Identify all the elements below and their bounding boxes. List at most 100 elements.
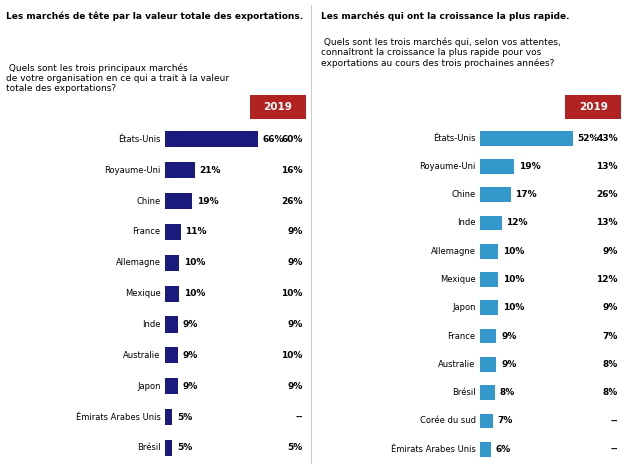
Text: --: -- xyxy=(610,445,618,453)
Text: Brésil: Brésil xyxy=(452,388,475,397)
Text: Japon: Japon xyxy=(137,382,160,391)
Text: Australie: Australie xyxy=(124,351,160,360)
Text: Royaume-Uni: Royaume-Uni xyxy=(419,162,475,171)
Bar xyxy=(480,244,498,259)
Text: 2019: 2019 xyxy=(263,102,293,112)
Text: Les marchés de tête par la valeur totale des exportations.: Les marchés de tête par la valeur totale… xyxy=(6,12,303,21)
Text: Mexique: Mexique xyxy=(125,289,160,298)
Bar xyxy=(480,216,502,230)
Text: 7%: 7% xyxy=(497,417,513,425)
Text: 60%: 60% xyxy=(281,135,303,144)
Bar xyxy=(165,162,195,178)
Bar xyxy=(565,95,621,119)
Text: Japon: Japon xyxy=(452,303,475,312)
Bar xyxy=(165,440,172,456)
Bar xyxy=(165,132,258,147)
Bar xyxy=(480,414,493,428)
Text: Chine: Chine xyxy=(452,190,475,199)
Bar xyxy=(165,409,172,425)
Bar xyxy=(165,316,178,333)
Text: Quels sont les trois principaux marchés
de votre organisation en ce qui a trait : Quels sont les trois principaux marchés … xyxy=(6,63,229,94)
Text: 8%: 8% xyxy=(603,388,618,397)
Bar xyxy=(165,347,178,363)
Text: 9%: 9% xyxy=(287,320,303,329)
Text: 7%: 7% xyxy=(602,332,618,341)
Text: 12%: 12% xyxy=(507,219,528,227)
Bar xyxy=(165,193,192,209)
Text: 26%: 26% xyxy=(597,190,618,199)
Text: 10%: 10% xyxy=(184,289,205,298)
Text: France: France xyxy=(132,227,160,236)
Text: Corée du sud: Corée du sud xyxy=(420,417,475,425)
Text: 9%: 9% xyxy=(602,303,618,312)
Text: Émirats Arabes Unis: Émirats Arabes Unis xyxy=(76,413,160,422)
Text: 10%: 10% xyxy=(281,351,303,360)
Text: Allemagne: Allemagne xyxy=(115,258,160,267)
Bar xyxy=(480,187,510,202)
Text: 12%: 12% xyxy=(597,275,618,284)
Text: Inde: Inde xyxy=(142,320,160,329)
Text: 9%: 9% xyxy=(182,382,198,391)
Text: 10%: 10% xyxy=(184,258,205,267)
Text: 5%: 5% xyxy=(177,413,192,422)
Text: 9%: 9% xyxy=(602,247,618,256)
Bar xyxy=(480,300,498,315)
Bar xyxy=(165,224,181,240)
Bar xyxy=(480,357,497,372)
Bar xyxy=(480,329,497,344)
Bar xyxy=(165,255,179,271)
Text: 9%: 9% xyxy=(287,258,303,267)
Text: 10%: 10% xyxy=(281,289,303,298)
Text: --: -- xyxy=(295,413,303,422)
Bar xyxy=(165,378,178,394)
Bar xyxy=(480,159,514,174)
Bar xyxy=(250,95,306,119)
Text: 6%: 6% xyxy=(495,445,511,453)
Text: Mexique: Mexique xyxy=(440,275,475,284)
Text: 21%: 21% xyxy=(200,166,221,175)
Bar xyxy=(480,385,495,400)
Text: 5%: 5% xyxy=(177,443,192,453)
Bar xyxy=(165,285,179,302)
Text: 10%: 10% xyxy=(503,303,524,312)
Text: 13%: 13% xyxy=(597,219,618,227)
Bar xyxy=(480,131,573,146)
Text: 9%: 9% xyxy=(501,332,517,341)
Text: Brésil: Brésil xyxy=(137,443,160,453)
Text: Allemagne: Allemagne xyxy=(431,247,475,256)
Text: 9%: 9% xyxy=(501,360,517,369)
Text: États-Unis: États-Unis xyxy=(433,134,475,143)
Text: 26%: 26% xyxy=(281,197,303,205)
Text: Inde: Inde xyxy=(457,219,475,227)
Text: 9%: 9% xyxy=(182,320,198,329)
Text: 19%: 19% xyxy=(197,197,218,205)
Text: Chine: Chine xyxy=(137,197,160,205)
Text: 5%: 5% xyxy=(288,443,303,453)
Text: États-Unis: États-Unis xyxy=(118,135,160,144)
Text: 8%: 8% xyxy=(499,388,515,397)
Text: 66%: 66% xyxy=(263,135,284,144)
Text: 8%: 8% xyxy=(603,360,618,369)
Text: 19%: 19% xyxy=(519,162,540,171)
Text: 17%: 17% xyxy=(515,190,537,199)
Text: Royaume-Uni: Royaume-Uni xyxy=(104,166,160,175)
Text: 10%: 10% xyxy=(503,275,524,284)
Text: 9%: 9% xyxy=(287,227,303,236)
Bar xyxy=(480,272,498,287)
Bar xyxy=(480,442,491,457)
Text: 9%: 9% xyxy=(182,351,198,360)
Text: 16%: 16% xyxy=(281,166,303,175)
Text: 52%: 52% xyxy=(578,134,599,143)
Text: France: France xyxy=(447,332,475,341)
Text: 10%: 10% xyxy=(503,247,524,256)
Text: 2019: 2019 xyxy=(578,102,608,112)
Text: 13%: 13% xyxy=(597,162,618,171)
Text: 43%: 43% xyxy=(596,134,618,143)
Text: 11%: 11% xyxy=(185,227,207,236)
Text: 9%: 9% xyxy=(287,382,303,391)
Text: --: -- xyxy=(610,417,618,425)
Text: Les marchés qui ont la croissance la plus rapide.: Les marchés qui ont la croissance la plu… xyxy=(321,12,570,21)
Text: Émirats Arabes Unis: Émirats Arabes Unis xyxy=(391,445,475,453)
Text: Quels sont les trois marchés qui, selon vos attentes,
connaîtront la croissance : Quels sont les trois marchés qui, selon … xyxy=(321,37,561,68)
Text: Australie: Australie xyxy=(439,360,475,369)
